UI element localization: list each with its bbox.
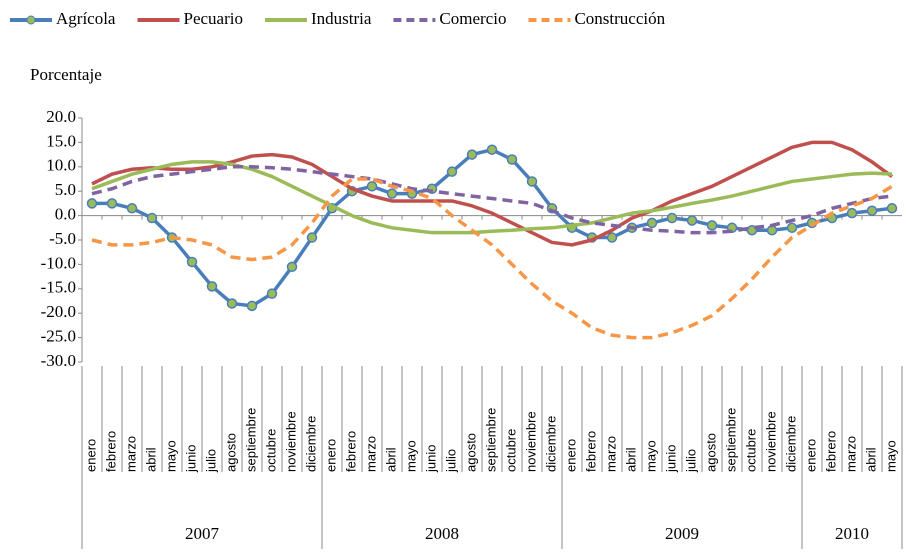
x-tick-label: junio <box>423 445 438 473</box>
series-line <box>91 165 893 235</box>
x-tick-label: septiembre <box>243 408 258 472</box>
data-point <box>786 222 798 234</box>
series-line <box>91 160 893 235</box>
legend-label: Agrícola <box>56 9 116 28</box>
x-tick-label: septiembre <box>483 408 498 472</box>
data-point <box>86 198 98 209</box>
x-tick-label: octubre <box>263 429 278 472</box>
x-tick-label: marzo <box>843 436 858 472</box>
x-tick-label: mayo <box>883 440 898 472</box>
x-tick-label: mayo <box>163 440 178 472</box>
y-tick-label: 0.0 <box>55 205 76 224</box>
data-point <box>686 215 698 226</box>
x-tick-label: enero <box>803 439 818 472</box>
x-tick-label: febrero <box>583 431 598 472</box>
x-tick-label: noviembre <box>283 411 298 472</box>
data-point <box>606 232 618 243</box>
x-tick-label: junio <box>183 445 198 473</box>
year-label: 2009 <box>665 524 699 543</box>
data-point <box>386 188 398 199</box>
y-tick-label: 10.0 <box>46 156 76 175</box>
y-tick-label: 5.0 <box>55 180 76 199</box>
x-tick-label: julio <box>203 449 218 473</box>
year-label: 2007 <box>185 524 220 543</box>
data-point <box>226 298 238 309</box>
y-tick-label: -10.0 <box>41 253 76 272</box>
data-point <box>246 300 258 312</box>
year-label: 2008 <box>425 524 459 543</box>
y-tick-label: -20.0 <box>41 302 76 321</box>
y-tick-label: 20.0 <box>46 107 76 126</box>
x-tick-label: agosto <box>463 433 478 472</box>
legend-label: Comercio <box>439 9 506 28</box>
x-tick-label: diciembre <box>543 416 558 472</box>
legend-label: Construcción <box>574 9 665 28</box>
x-tick-label: enero <box>83 439 98 472</box>
data-point <box>286 261 298 273</box>
x-tick-label: noviembre <box>763 411 778 472</box>
data-point <box>486 144 498 155</box>
x-tick-label: abril <box>383 447 398 472</box>
x-tick-label: mayo <box>643 440 658 472</box>
x-tick-label: febrero <box>823 431 838 472</box>
legend-marker <box>26 15 36 25</box>
y-tick-label: -25.0 <box>41 327 76 346</box>
data-point <box>186 256 198 268</box>
x-tick-label: junio <box>663 445 678 473</box>
y-tick-label: -30.0 <box>41 351 76 370</box>
x-tick-label: diciembre <box>783 416 798 472</box>
series-line <box>91 177 893 340</box>
x-tick-label: agosto <box>223 433 238 472</box>
x-tick-label: enero <box>323 439 338 472</box>
x-tick-label: enero <box>563 439 578 472</box>
data-point <box>866 205 878 216</box>
x-tick-label: septiembre <box>723 408 738 472</box>
data-point <box>846 207 858 219</box>
y-axis-label: Porcentaje <box>30 65 102 84</box>
data-point <box>306 232 318 243</box>
x-tick-label: julio <box>443 449 458 473</box>
data-point <box>666 212 678 224</box>
y-tick-label: -15.0 <box>41 278 76 297</box>
x-tick-label: abril <box>623 447 638 472</box>
x-tick-label: octubre <box>743 429 758 472</box>
x-tick-label: mayo <box>403 440 418 472</box>
data-point <box>886 203 898 214</box>
x-tick-label: julio <box>683 449 698 473</box>
x-tick-label: febrero <box>343 431 358 472</box>
x-tick-label: noviembre <box>523 411 538 472</box>
x-tick-label: marzo <box>123 436 138 472</box>
x-tick-label: octubre <box>503 429 518 472</box>
x-tick-label: marzo <box>363 436 378 472</box>
data-point <box>466 149 478 160</box>
data-point <box>506 154 518 165</box>
data-point <box>706 220 718 231</box>
x-tick-label: agosto <box>703 433 718 472</box>
y-tick-label: -5.0 <box>49 229 76 248</box>
x-tick-label: diciembre <box>303 416 318 472</box>
data-point <box>646 217 658 229</box>
legend-label: Pecuario <box>183 9 242 28</box>
data-point <box>446 166 458 177</box>
data-point <box>366 181 378 192</box>
year-label: 2010 <box>835 524 869 543</box>
data-point <box>266 288 278 299</box>
data-point <box>106 198 118 209</box>
legend-label: Industria <box>311 9 372 28</box>
x-tick-label: marzo <box>603 436 618 472</box>
x-tick-label: abril <box>143 447 158 472</box>
data-point <box>146 212 158 224</box>
y-tick-label: 15.0 <box>46 131 76 150</box>
x-tick-label: abril <box>863 447 878 472</box>
x-tick-label: febrero <box>103 431 118 472</box>
data-point <box>126 203 138 214</box>
data-point <box>526 176 538 187</box>
data-point <box>206 281 218 292</box>
